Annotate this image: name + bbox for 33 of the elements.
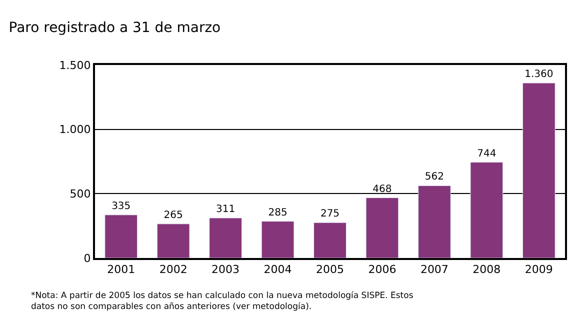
data-label: 285	[268, 207, 288, 218]
y-tick-label: 1.500	[59, 58, 91, 72]
bar	[314, 222, 346, 258]
bar	[156, 224, 190, 258]
chart-title: Paro registrado a 31 de marzo	[8, 20, 221, 36]
y-tick-label: 0	[84, 252, 91, 265]
x-tick-label: 2009	[524, 263, 553, 276]
data-label: 275	[320, 208, 340, 220]
bar	[522, 82, 556, 258]
data-label: 265	[164, 210, 183, 221]
data-label: 335	[112, 200, 131, 212]
data-label: 562	[424, 172, 444, 183]
x-tick-label: 2003	[212, 263, 240, 276]
bar	[209, 218, 242, 258]
data-label: 311	[216, 204, 236, 215]
data-label: 744	[477, 148, 496, 160]
y-tick-label: 500	[70, 188, 91, 201]
x-tick-label: 2005	[316, 263, 344, 276]
data-label: 1.360	[524, 69, 554, 80]
x-tick-label: 2008	[472, 263, 501, 276]
x-tick-label: 2002	[159, 263, 188, 276]
bar	[366, 198, 399, 258]
data-label: 468	[372, 184, 392, 195]
x-tick-label: 2001	[107, 263, 136, 276]
x-tick-label: 2004	[264, 263, 292, 276]
bar	[418, 185, 451, 258]
x-tick-label: 2007	[420, 263, 448, 276]
text: *Nota: A partir de 2005 los datos se han calculado con la nueva metodología SISPE. Estos datos no son comparables con años anteriores (ver metodología).	[31, 291, 414, 312]
bar	[470, 162, 504, 258]
x-tick-label: 2006	[368, 263, 396, 276]
bar	[104, 214, 138, 258]
bar	[261, 221, 294, 258]
y-tick-label: 1.000	[59, 123, 91, 136]
